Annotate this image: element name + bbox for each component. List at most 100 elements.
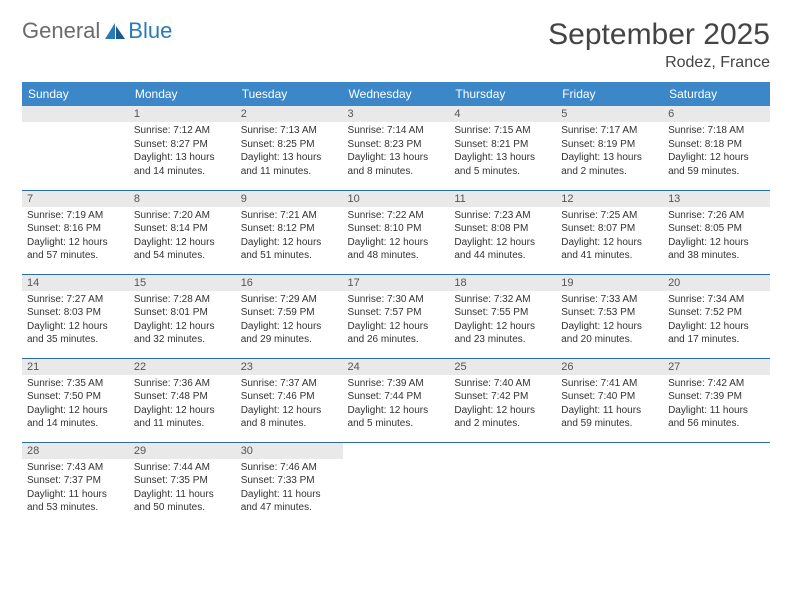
calendar-cell: 10Sunrise: 7:22 AMSunset: 8:10 PMDayligh… [343, 190, 450, 274]
day-line-sunrise: Sunrise: 7:44 AM [134, 461, 231, 475]
day-line-sunset: Sunset: 7:40 PM [561, 390, 658, 404]
calendar-cell: 21Sunrise: 7:35 AMSunset: 7:50 PMDayligh… [22, 358, 129, 442]
day-line-day1: Daylight: 12 hours [241, 320, 338, 334]
day-line-sunset: Sunset: 7:42 PM [454, 390, 551, 404]
day-line-day2: and 2 minutes. [454, 417, 551, 431]
day-details: Sunrise: 7:26 AMSunset: 8:05 PMDaylight:… [663, 207, 770, 267]
calendar-week: 7Sunrise: 7:19 AMSunset: 8:16 PMDaylight… [22, 190, 770, 274]
calendar-cell: 3Sunrise: 7:14 AMSunset: 8:23 PMDaylight… [343, 106, 450, 190]
day-line-day2: and 26 minutes. [348, 333, 445, 347]
day-number: 13 [663, 191, 770, 207]
calendar-cell: 16Sunrise: 7:29 AMSunset: 7:59 PMDayligh… [236, 274, 343, 358]
day-number: 29 [129, 443, 236, 459]
day-line-sunrise: Sunrise: 7:21 AM [241, 209, 338, 223]
day-line-sunrise: Sunrise: 7:37 AM [241, 377, 338, 391]
day-line-sunset: Sunset: 8:18 PM [668, 138, 765, 152]
day-line-day2: and 8 minutes. [241, 417, 338, 431]
day-line-day2: and 14 minutes. [134, 165, 231, 179]
day-number: 9 [236, 191, 343, 207]
day-number: 17 [343, 275, 450, 291]
calendar-cell: 23Sunrise: 7:37 AMSunset: 7:46 PMDayligh… [236, 358, 343, 442]
calendar-cell: 25Sunrise: 7:40 AMSunset: 7:42 PMDayligh… [449, 358, 556, 442]
calendar-cell: 13Sunrise: 7:26 AMSunset: 8:05 PMDayligh… [663, 190, 770, 274]
day-line-day1: Daylight: 12 hours [668, 320, 765, 334]
day-line-day1: Daylight: 12 hours [134, 236, 231, 250]
day-line-day2: and 50 minutes. [134, 501, 231, 515]
calendar-cell: 14Sunrise: 7:27 AMSunset: 8:03 PMDayligh… [22, 274, 129, 358]
day-line-sunset: Sunset: 7:52 PM [668, 306, 765, 320]
day-line-day1: Daylight: 12 hours [27, 236, 124, 250]
calendar-cell: 26Sunrise: 7:41 AMSunset: 7:40 PMDayligh… [556, 358, 663, 442]
day-line-sunset: Sunset: 7:37 PM [27, 474, 124, 488]
calendar-cell: 30Sunrise: 7:46 AMSunset: 7:33 PMDayligh… [236, 442, 343, 526]
day-line-day2: and 32 minutes. [134, 333, 231, 347]
day-number: 24 [343, 359, 450, 375]
day-line-day2: and 11 minutes. [241, 165, 338, 179]
day-line-sunrise: Sunrise: 7:46 AM [241, 461, 338, 475]
day-number: 14 [22, 275, 129, 291]
day-number: 3 [343, 106, 450, 122]
day-details: Sunrise: 7:15 AMSunset: 8:21 PMDaylight:… [449, 122, 556, 182]
day-line-day1: Daylight: 12 hours [27, 320, 124, 334]
day-line-sunrise: Sunrise: 7:13 AM [241, 124, 338, 138]
day-line-sunrise: Sunrise: 7:18 AM [668, 124, 765, 138]
day-line-day1: Daylight: 12 hours [454, 320, 551, 334]
day-line-day2: and 47 minutes. [241, 501, 338, 515]
day-details: Sunrise: 7:46 AMSunset: 7:33 PMDaylight:… [236, 459, 343, 519]
day-line-sunset: Sunset: 7:57 PM [348, 306, 445, 320]
day-line-sunset: Sunset: 8:16 PM [27, 222, 124, 236]
day-line-sunset: Sunset: 7:39 PM [668, 390, 765, 404]
day-line-day1: Daylight: 12 hours [134, 404, 231, 418]
day-details: Sunrise: 7:13 AMSunset: 8:25 PMDaylight:… [236, 122, 343, 182]
day-line-day2: and 17 minutes. [668, 333, 765, 347]
day-details: Sunrise: 7:23 AMSunset: 8:08 PMDaylight:… [449, 207, 556, 267]
day-details: Sunrise: 7:41 AMSunset: 7:40 PMDaylight:… [556, 375, 663, 435]
day-line-day2: and 14 minutes. [27, 417, 124, 431]
month-title: September 2025 [548, 18, 770, 52]
day-details: Sunrise: 7:29 AMSunset: 7:59 PMDaylight:… [236, 291, 343, 351]
day-line-sunset: Sunset: 7:59 PM [241, 306, 338, 320]
day-details: Sunrise: 7:33 AMSunset: 7:53 PMDaylight:… [556, 291, 663, 351]
calendar-cell: 8Sunrise: 7:20 AMSunset: 8:14 PMDaylight… [129, 190, 236, 274]
day-number: 20 [663, 275, 770, 291]
day-line-sunrise: Sunrise: 7:12 AM [134, 124, 231, 138]
day-details: Sunrise: 7:30 AMSunset: 7:57 PMDaylight:… [343, 291, 450, 351]
calendar-cell: 4Sunrise: 7:15 AMSunset: 8:21 PMDaylight… [449, 106, 556, 190]
day-line-day2: and 51 minutes. [241, 249, 338, 263]
calendar-cell [556, 442, 663, 526]
day-line-sunset: Sunset: 7:35 PM [134, 474, 231, 488]
day-number: 30 [236, 443, 343, 459]
day-line-sunset: Sunset: 7:48 PM [134, 390, 231, 404]
day-details: Sunrise: 7:28 AMSunset: 8:01 PMDaylight:… [129, 291, 236, 351]
day-line-sunrise: Sunrise: 7:33 AM [561, 293, 658, 307]
day-line-sunrise: Sunrise: 7:17 AM [561, 124, 658, 138]
calendar-cell: 11Sunrise: 7:23 AMSunset: 8:08 PMDayligh… [449, 190, 556, 274]
day-line-sunset: Sunset: 8:25 PM [241, 138, 338, 152]
day-header: Wednesday [343, 82, 450, 106]
calendar-week: 1Sunrise: 7:12 AMSunset: 8:27 PMDaylight… [22, 106, 770, 190]
day-number: 27 [663, 359, 770, 375]
day-details: Sunrise: 7:19 AMSunset: 8:16 PMDaylight:… [22, 207, 129, 267]
brand-part1: General [22, 18, 100, 44]
day-line-sunset: Sunset: 8:21 PM [454, 138, 551, 152]
day-details: Sunrise: 7:21 AMSunset: 8:12 PMDaylight:… [236, 207, 343, 267]
day-line-day1: Daylight: 13 hours [348, 151, 445, 165]
day-line-sunrise: Sunrise: 7:28 AM [134, 293, 231, 307]
day-line-day1: Daylight: 11 hours [668, 404, 765, 418]
day-details: Sunrise: 7:34 AMSunset: 7:52 PMDaylight:… [663, 291, 770, 351]
day-line-sunrise: Sunrise: 7:39 AM [348, 377, 445, 391]
day-line-day1: Daylight: 12 hours [561, 236, 658, 250]
day-line-day1: Daylight: 12 hours [27, 404, 124, 418]
day-line-day2: and 59 minutes. [668, 165, 765, 179]
day-details: Sunrise: 7:37 AMSunset: 7:46 PMDaylight:… [236, 375, 343, 435]
day-number: 11 [449, 191, 556, 207]
day-header: Saturday [663, 82, 770, 106]
day-line-sunset: Sunset: 7:44 PM [348, 390, 445, 404]
day-details: Sunrise: 7:25 AMSunset: 8:07 PMDaylight:… [556, 207, 663, 267]
calendar-week: 21Sunrise: 7:35 AMSunset: 7:50 PMDayligh… [22, 358, 770, 442]
day-line-sunrise: Sunrise: 7:43 AM [27, 461, 124, 475]
day-line-sunset: Sunset: 8:05 PM [668, 222, 765, 236]
day-line-sunrise: Sunrise: 7:22 AM [348, 209, 445, 223]
day-header-row: Sunday Monday Tuesday Wednesday Thursday… [22, 82, 770, 106]
calendar-cell: 17Sunrise: 7:30 AMSunset: 7:57 PMDayligh… [343, 274, 450, 358]
